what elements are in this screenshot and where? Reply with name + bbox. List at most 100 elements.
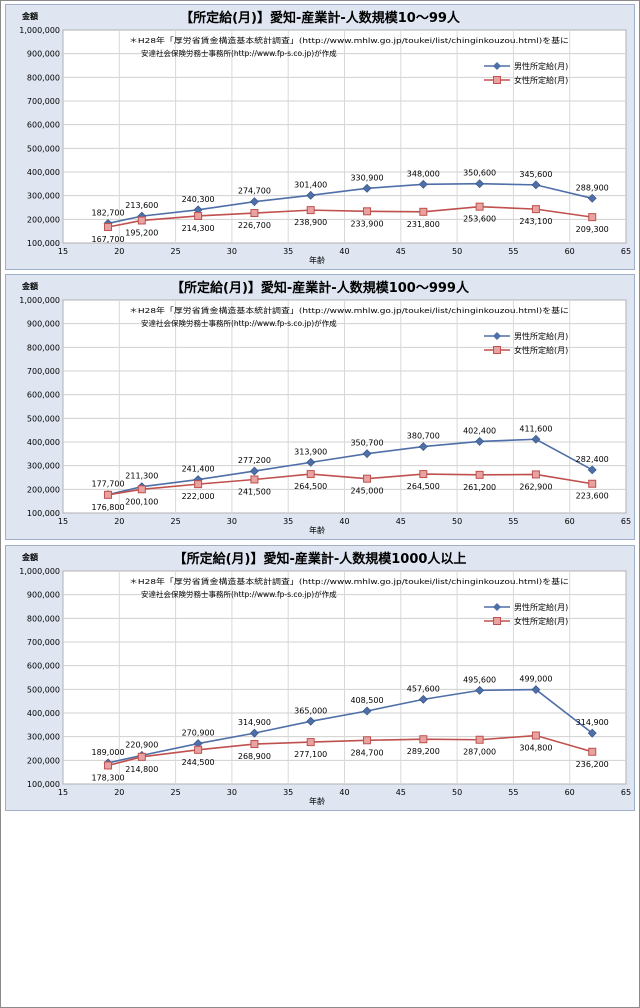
y-tick-label: 600,000: [27, 662, 60, 671]
chart-panel-small: 100,000 200,000 300,000 400,000 500,000 600,0…: [5, 4, 635, 270]
x-tick-label: 25: [171, 788, 181, 797]
x-tick-label: 35: [283, 247, 293, 256]
data-label: 284,700: [350, 748, 383, 757]
data-point: [250, 475, 259, 484]
data-point: [137, 752, 146, 761]
data-label: 176,800: [91, 503, 124, 512]
data-point: [475, 735, 484, 744]
y-tick-label: 900,000: [27, 50, 60, 59]
y-tick-label: 100,000: [27, 509, 60, 518]
data-label: 178,300: [91, 773, 124, 782]
legend-marker: [493, 603, 501, 611]
data-label: 241,400: [182, 465, 215, 474]
data-point: [104, 761, 113, 770]
y-tick-label: 800,000: [27, 343, 60, 352]
data-point: [531, 434, 541, 444]
legend-entry: 男性所定給(月): [514, 61, 568, 71]
chart-title: 【所定給(月)】愛知-産業計-人数規模1000人以上: [174, 551, 467, 567]
data-label: 282,400: [576, 455, 609, 464]
data-label: 167,700: [91, 235, 124, 244]
x-tick-label: 65: [621, 517, 631, 526]
data-point: [362, 449, 372, 459]
chart-panel-medium: 100,000 200,000 300,000 400,000 500,000 600,0…: [5, 274, 635, 540]
legend-entry: 女性所定給(月): [514, 345, 568, 355]
x-tick-label: 40: [339, 788, 349, 797]
data-point: [363, 474, 372, 483]
series-line: [107, 182, 593, 225]
x-tick-label: 15: [58, 517, 68, 526]
data-point: [362, 183, 372, 193]
data-label: 261,200: [463, 483, 496, 492]
y-tick-label: 400,000: [27, 168, 60, 177]
data-label: 236,200: [576, 760, 609, 769]
data-point: [306, 206, 315, 215]
legend-marker: [493, 346, 501, 354]
x-tick-label: 55: [508, 517, 518, 526]
data-point: [587, 193, 597, 203]
data-point: [475, 437, 485, 446]
x-axis-label: 年齢: [309, 796, 325, 806]
x-tick-label: 50: [452, 247, 462, 256]
data-label: 220,900: [125, 740, 158, 749]
data-label: 457,600: [407, 684, 440, 693]
data-point: [588, 747, 597, 756]
data-label: 289,200: [407, 747, 440, 756]
y-tick-label: 500,000: [27, 414, 60, 423]
series-line: [107, 473, 593, 496]
data-point: [419, 735, 428, 744]
data-label: 223,600: [576, 492, 609, 501]
data-label: 241,500: [238, 488, 271, 497]
chart-panel-large: 100,000 200,000 300,000 400,000 500,000 600,0…: [5, 545, 635, 811]
y-tick-label: 1,000,000: [19, 296, 60, 305]
x-tick-label: 15: [58, 247, 68, 256]
data-point: [419, 207, 428, 216]
x-tick-label: 50: [452, 788, 462, 797]
series-line: [107, 734, 593, 767]
x-tick-label: 65: [621, 788, 631, 797]
chart-svg-large: 100,000 200,000 300,000 400,000 500,000 600,0…: [19, 551, 631, 806]
y-tick-label: 200,000: [27, 485, 60, 494]
data-label: 209,300: [576, 225, 609, 234]
data-label: 499,000: [519, 675, 552, 684]
data-point: [104, 222, 113, 231]
data-label: 195,200: [125, 228, 158, 237]
data-label: 211,300: [125, 472, 158, 481]
data-label: 231,800: [407, 220, 440, 229]
data-point: [306, 738, 315, 747]
data-label: 408,500: [350, 696, 383, 705]
legend-entry: 女性所定給(月): [514, 75, 568, 85]
data-point: [418, 694, 428, 704]
data-label: 274,700: [238, 187, 271, 196]
data-label: 313,900: [294, 447, 327, 456]
data-label: 214,300: [182, 224, 215, 233]
data-point: [306, 190, 316, 200]
series-line: [107, 438, 593, 496]
y-tick-label: 900,000: [27, 320, 60, 329]
legend-marker: [493, 62, 501, 70]
data-label: 268,900: [238, 752, 271, 761]
source-note-line1: ＊H28年「厚労省賃金構造基本統計調査」(http://www.mhlw.go.…: [129, 306, 569, 315]
data-label: 304,800: [519, 744, 552, 753]
data-label: 189,000: [91, 748, 124, 757]
x-tick-label: 60: [565, 788, 575, 797]
y-tick-label: 900,000: [27, 591, 60, 600]
data-label: 200,100: [125, 497, 158, 506]
data-point: [363, 207, 372, 216]
data-point: [137, 216, 146, 225]
data-label: 314,900: [576, 718, 609, 727]
x-tick-label: 65: [621, 247, 631, 256]
y-axis-label: 金額: [21, 281, 38, 291]
data-point: [531, 180, 541, 190]
y-tick-label: 300,000: [27, 462, 60, 471]
data-point: [419, 470, 428, 479]
data-point: [587, 728, 597, 738]
data-label: 222,000: [182, 492, 215, 501]
data-label: 365,000: [294, 706, 327, 715]
data-label: 277,100: [294, 750, 327, 759]
data-point: [531, 205, 540, 214]
data-point: [418, 179, 428, 189]
x-tick-label: 50: [452, 517, 462, 526]
y-tick-label: 100,000: [27, 780, 60, 789]
data-point: [249, 728, 259, 738]
data-label: 264,500: [407, 482, 440, 491]
